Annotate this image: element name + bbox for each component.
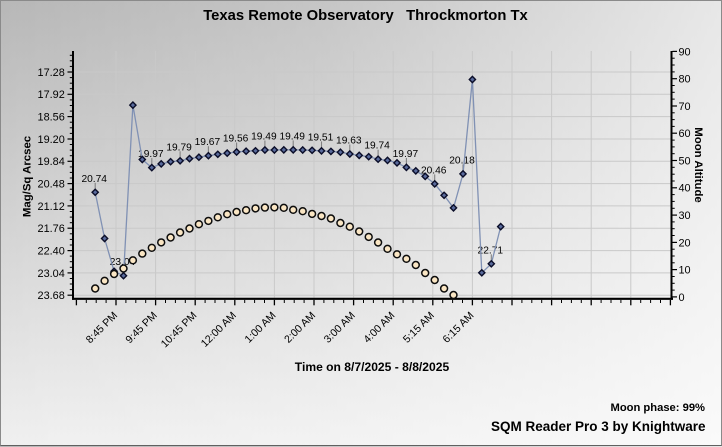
svg-text:17.28: 17.28 [38,67,65,79]
svg-text:19.74: 19.74 [364,141,390,152]
svg-text:20.74: 20.74 [81,174,107,185]
svg-text:19.97: 19.97 [138,149,164,160]
svg-text:SQM Reader Pro 3 by Knightware: SQM Reader Pro 3 by Knightware [491,419,706,434]
svg-text:80: 80 [679,74,691,86]
svg-text:Mag/Sq Arcsec: Mag/Sq Arcsec [22,136,34,217]
svg-text:19.20: 19.20 [38,134,65,146]
svg-text:22.71: 22.71 [478,245,504,256]
svg-text:10:45 PM: 10:45 PM [159,310,200,351]
svg-text:19.49: 19.49 [251,132,277,143]
svg-text:30: 30 [679,210,691,222]
svg-text:19.97: 19.97 [393,149,419,160]
svg-text:23.04: 23.04 [38,268,65,280]
svg-text:22.40: 22.40 [38,246,65,258]
svg-text:8:45 PM: 8:45 PM [84,310,120,346]
svg-text:20: 20 [679,237,691,249]
svg-text:60: 60 [679,128,691,140]
svg-text:18.56: 18.56 [38,112,65,124]
svg-text:12:00 AM: 12:00 AM [199,310,239,350]
svg-text:19.49: 19.49 [279,131,305,142]
svg-text:20.48: 20.48 [38,179,65,191]
svg-text:0: 0 [679,292,685,304]
svg-text:Moon Altitude: Moon Altitude [692,127,704,203]
svg-text:19.84: 19.84 [38,156,65,168]
svg-text:19.67: 19.67 [195,137,221,148]
svg-text:Moon phase: 99%: Moon phase: 99% [611,402,706,414]
svg-text:50: 50 [679,155,691,167]
svg-text:Texas Remote Observatory Thr: Texas Remote Observatory Throckmorton Tx [203,8,528,24]
svg-text:4:00 AM: 4:00 AM [361,310,397,346]
svg-text:19.79: 19.79 [166,142,192,153]
svg-text:Time on 8/7/2025 - 8/8/2025: Time on 8/7/2025 - 8/8/2025 [295,360,450,374]
svg-text:19.51: 19.51 [308,132,334,143]
svg-text:10: 10 [679,265,691,277]
svg-text:20.46: 20.46 [421,165,447,176]
svg-text:3:00 AM: 3:00 AM [322,310,358,346]
svg-text:23.68: 23.68 [38,290,65,302]
svg-text:17.92: 17.92 [38,89,65,101]
svg-text:70: 70 [679,101,691,113]
svg-text:40: 40 [679,183,691,195]
svg-text:19.63: 19.63 [336,136,362,147]
svg-text:1:00 AM: 1:00 AM [243,310,279,346]
svg-text:6:15 AM: 6:15 AM [441,310,477,346]
svg-text:19.56: 19.56 [223,134,249,145]
svg-text:21.12: 21.12 [38,201,65,213]
svg-text:90: 90 [679,46,691,58]
svg-text:23.04: 23.04 [110,257,136,268]
svg-text:2:00 AM: 2:00 AM [282,310,318,346]
svg-text:20.18: 20.18 [449,155,475,166]
svg-text:5:15 AM: 5:15 AM [401,310,437,346]
svg-text:9:45 PM: 9:45 PM [123,310,159,346]
svg-text:21.76: 21.76 [38,223,65,235]
